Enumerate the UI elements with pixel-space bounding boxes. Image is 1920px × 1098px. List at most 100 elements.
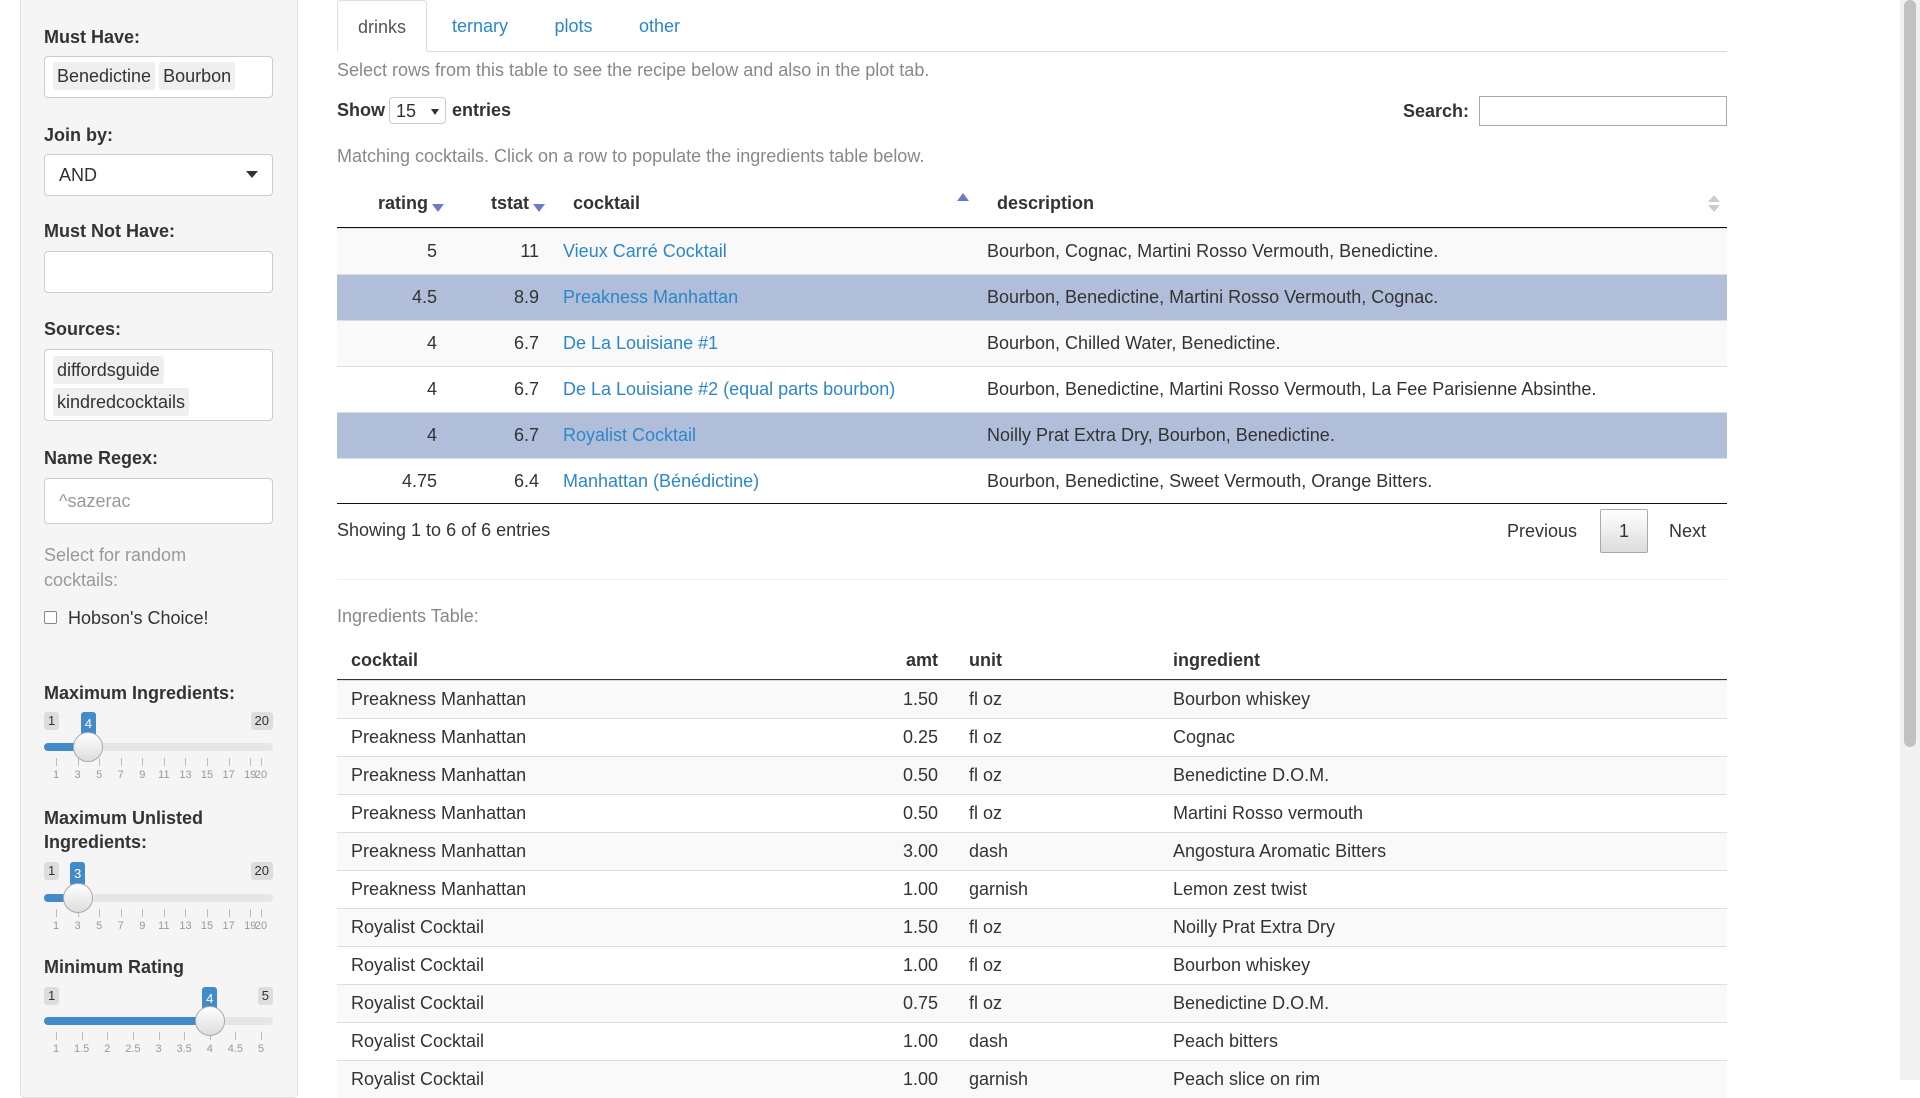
- unit-cell: garnish: [969, 879, 1029, 899]
- sort-icon: [432, 204, 444, 212]
- ingredient-cell: Lemon zest twist: [1173, 879, 1308, 899]
- input-box[interactable]: Benedictine Bourbon: [44, 56, 273, 98]
- slider-tick: [261, 909, 262, 917]
- slider-tick: [163, 909, 165, 917]
- table-row: [337, 946, 1727, 984]
- column-header[interactable]: description: [997, 193, 1095, 213]
- ingredient-cell: Bourbon whiskey: [1173, 689, 1311, 709]
- slider-tick-label: 17: [222, 769, 235, 781]
- cocktail-cell: Preakness Manhattan: [351, 841, 527, 861]
- tstat-cell: 6.7: [513, 333, 539, 353]
- caret: [431, 109, 439, 115]
- tag: diffordsguide: [53, 356, 164, 384]
- table-row[interactable]: [337, 228, 1727, 274]
- cocktail-cell: Preakness Manhattan: [351, 879, 527, 899]
- description-cell: Bourbon, Benedictine, Sweet Vermouth, Or…: [987, 471, 1433, 491]
- cocktail-link[interactable]: Preakness Manhattan: [563, 287, 739, 307]
- table-row: [337, 832, 1727, 870]
- sort-icon: [1708, 205, 1720, 212]
- slider-tick-label: 1: [52, 769, 60, 781]
- ingredient-cell: Benedictine D.O.M.: [1173, 993, 1330, 1013]
- unit-cell: fl oz: [969, 727, 1003, 747]
- pagination-button[interactable]: Next: [1669, 521, 1707, 541]
- rating-cell: 4.5: [411, 287, 437, 307]
- tstat-cell: 6.4: [513, 471, 539, 491]
- sort-icon: [1708, 195, 1720, 202]
- unit-cell: fl oz: [969, 917, 1003, 937]
- slider-tick-label: 4: [206, 1043, 213, 1055]
- input-box[interactable]: ^sazerac: [44, 478, 273, 524]
- column-header[interactable]: cocktail: [573, 193, 641, 213]
- table-row: [337, 1060, 1727, 1098]
- select-box[interactable]: AND: [44, 154, 273, 196]
- column-header[interactable]: tstat: [490, 193, 529, 213]
- cocktail-link[interactable]: De La Louisiane #1: [563, 333, 719, 353]
- select-value: AND: [59, 165, 98, 185]
- slider-value-bubble: 4: [80, 712, 96, 736]
- column-header[interactable]: rating: [377, 193, 428, 213]
- slider-max: 5: [257, 987, 273, 1005]
- slider-value: 4: [68, 712, 108, 736]
- length-select[interactable]: 15: [389, 97, 446, 124]
- ingredient-cell: Bourbon whiskey: [1173, 955, 1311, 975]
- slider-tick: [261, 1032, 262, 1040]
- table-row[interactable]: [337, 274, 1727, 320]
- ingredient-cell: Peach bitters: [1173, 1031, 1279, 1051]
- cocktail-link[interactable]: Manhattan (Bénédictine): [563, 471, 760, 491]
- cocktail-link[interactable]: Royalist Cocktail: [563, 425, 697, 445]
- slider-tick: [163, 758, 165, 766]
- cocktail-cell: Preakness Manhattan: [351, 689, 527, 709]
- cocktail-cell: Preakness Manhattan: [351, 765, 527, 785]
- slider-tick: [56, 758, 57, 766]
- unit-cell: fl oz: [969, 803, 1003, 823]
- slider-max: 20: [250, 712, 273, 730]
- checkbox[interactable]: [44, 611, 57, 624]
- checkbox-label[interactable]: Hobson's Choice!: [68, 608, 209, 628]
- entries-label: entries: [452, 100, 512, 120]
- sort-icon: [533, 204, 545, 212]
- slider-handle[interactable]: [194, 1006, 225, 1036]
- slider-tick: [185, 758, 187, 766]
- slider-tick-label: 11: [158, 920, 170, 932]
- tstat-cell: 11: [520, 241, 539, 261]
- table-row[interactable]: [337, 366, 1727, 412]
- scrollbar-thumb[interactable]: [1904, 0, 1916, 747]
- slider-tick-label: 20: [254, 920, 268, 932]
- tag: Bourbon: [159, 62, 236, 90]
- rating-cell: 4.75: [401, 471, 437, 491]
- pagination-current[interactable]: 1: [1600, 509, 1648, 553]
- slider-handle[interactable]: [73, 732, 104, 762]
- slider-tick-label: 2.5: [125, 1043, 141, 1055]
- input-box[interactable]: [44, 251, 273, 293]
- amt-cell: 0.25: [902, 727, 938, 747]
- slider-fill: [44, 1017, 210, 1025]
- tab[interactable]: plots: [554, 16, 593, 36]
- pagination-button[interactable]: Previous: [1507, 521, 1578, 541]
- table-row[interactable]: [337, 320, 1727, 366]
- tag: kindredcocktails: [53, 388, 190, 416]
- search-input[interactable]: [1479, 96, 1727, 126]
- slider-handle[interactable]: [62, 883, 93, 913]
- table-row: [337, 680, 1727, 718]
- ingredient-cell: Cognac: [1173, 727, 1236, 747]
- table-row[interactable]: [337, 412, 1727, 458]
- slider-tick-label: 19: [244, 769, 257, 781]
- tab-border: [337, 51, 1727, 52]
- tab[interactable]: ternary: [451, 16, 509, 36]
- slider-tick: [107, 1032, 109, 1040]
- cocktail-link[interactable]: De La Louisiane #2 (equal parts bourbon): [563, 379, 896, 399]
- unit-cell: fl oz: [969, 993, 1003, 1013]
- slider-max: 20: [250, 862, 273, 880]
- tab[interactable]: drinks: [337, 0, 427, 52]
- unit-cell: dash: [969, 1031, 1009, 1051]
- cocktail-cell: Royalist Cocktail: [351, 1031, 485, 1051]
- table-row[interactable]: [337, 458, 1727, 504]
- slider-tick: [56, 1032, 57, 1040]
- rating-cell: 5: [426, 241, 437, 261]
- description-cell: Bourbon, Benedictine, Martini Rosso Verm…: [987, 287, 1439, 307]
- input-box[interactable]: diffordsguide kindredcocktails: [44, 349, 273, 421]
- description-cell: Bourbon, Cognac, Martini Rosso Vermouth,…: [987, 241, 1439, 261]
- search-label: Search:: [1402, 101, 1469, 121]
- cocktail-link[interactable]: Vieux Carré Cocktail: [563, 241, 727, 261]
- tab[interactable]: other: [638, 16, 681, 36]
